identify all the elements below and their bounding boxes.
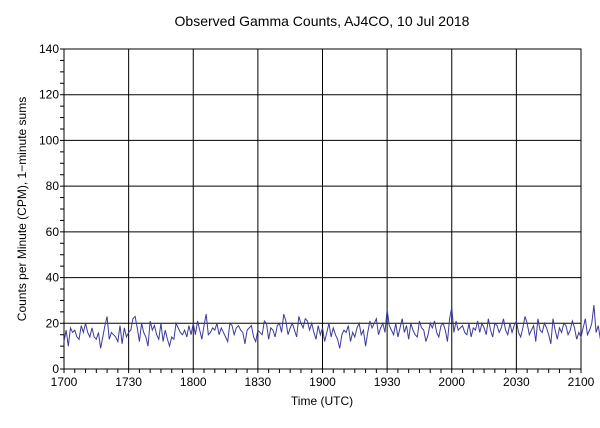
x-tick-labels: 1700 1730 1800 1830 1900 1930 2000 2030 2100 <box>51 375 595 389</box>
gamma-counts-series-line <box>63 304 600 349</box>
x-minor-ticks <box>63 369 582 373</box>
y-tick-labels: 0 20 40 60 80 100 120 140 <box>39 42 59 376</box>
x-tick-label: 1730 <box>115 375 142 389</box>
y-tick-label: 20 <box>46 316 60 330</box>
y-tick-label: 100 <box>39 133 59 147</box>
y-tick-label: 0 <box>52 362 59 376</box>
y-minor-ticks <box>60 48 64 370</box>
x-tick-label: 2030 <box>503 375 530 389</box>
x-axis-label: Time (UTC) <box>291 394 353 408</box>
x-tick-label: 1800 <box>180 375 207 389</box>
x-tick-label: 2100 <box>568 375 595 389</box>
y-axis-label: Counts per Minute (CPM), 1−minute sums <box>15 97 29 321</box>
x-tick-label: 2000 <box>438 375 465 389</box>
y-tick-label: 140 <box>39 42 59 56</box>
x-tick-label: 1930 <box>374 375 401 389</box>
x-tick-label: 1700 <box>51 375 78 389</box>
x-tick-label: 1900 <box>309 375 336 389</box>
y-tick-label: 80 <box>46 179 60 193</box>
chart-title: Observed Gamma Counts, AJ4CO, 10 Jul 201… <box>175 13 470 29</box>
y-tick-label: 120 <box>39 88 59 102</box>
y-tick-label: 40 <box>46 271 60 285</box>
x-tick-label: 1830 <box>245 375 272 389</box>
y-tick-label: 60 <box>46 225 60 239</box>
